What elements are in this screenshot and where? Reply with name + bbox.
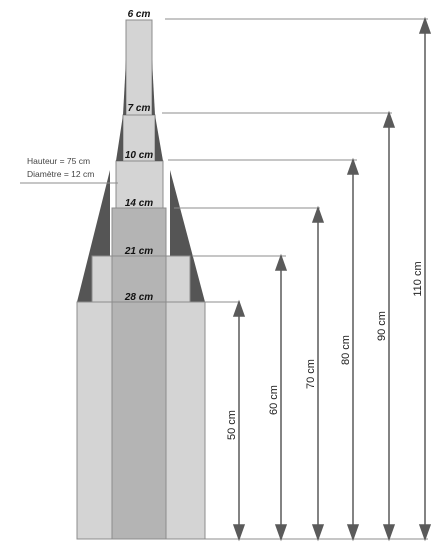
tier-10 xyxy=(115,160,164,209)
arrow-70 xyxy=(311,205,325,542)
height-label-80: 80 cm xyxy=(340,335,352,365)
height-label-70: 70 cm xyxy=(305,359,317,389)
width-label-7: 7 cm xyxy=(128,103,151,114)
width-label-6: 6 cm xyxy=(128,9,151,20)
tier-7-left-wedge xyxy=(116,115,123,161)
arrow-60 xyxy=(274,253,288,542)
note-diameter: Diamètre = 12 cm xyxy=(27,169,94,179)
spire-right-wedge xyxy=(152,60,155,115)
note-height: Hauteur = 75 cm xyxy=(27,156,90,166)
arrow-80 xyxy=(346,157,360,542)
height-label-90: 90 cm xyxy=(376,311,388,341)
height-label-60: 60 cm xyxy=(268,385,280,415)
width-label-10: 10 cm xyxy=(125,150,153,161)
arrow-90 xyxy=(382,110,396,542)
spire xyxy=(125,19,153,116)
width-label-28: 28 cm xyxy=(124,292,153,303)
arrow-50 xyxy=(232,299,246,542)
width-label-14: 14 cm xyxy=(125,198,153,209)
tier-7 xyxy=(122,114,156,162)
height-label-110: 110 cm xyxy=(412,261,424,296)
tier-7-right-wedge xyxy=(155,115,163,161)
spire-left-wedge xyxy=(123,60,126,115)
arrow-110 xyxy=(418,16,432,542)
tier-14 xyxy=(111,207,167,257)
tier-21-column xyxy=(111,255,167,303)
central-column xyxy=(111,301,167,540)
dimension-arrows xyxy=(232,16,432,542)
guide-lines xyxy=(20,18,428,540)
height-label-50: 50 cm xyxy=(226,410,238,440)
width-label-21: 21 cm xyxy=(124,246,153,257)
